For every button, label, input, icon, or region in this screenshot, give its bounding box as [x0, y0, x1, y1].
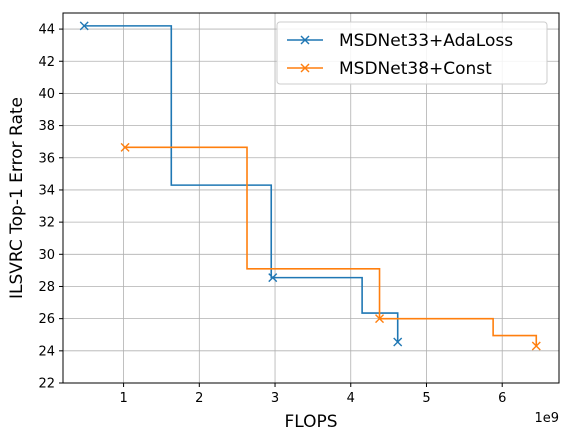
y-tick-label: 32: [38, 216, 55, 231]
data-point-marker: [79, 21, 89, 31]
y-tick-label: 40: [38, 87, 55, 102]
x-tick-label: 3: [271, 391, 279, 406]
legend-label: MSDNet33+AdaLoss: [339, 31, 513, 51]
data-point-marker: [375, 314, 385, 324]
series-line-2: [125, 146, 538, 346]
y-tick-label: 22: [38, 377, 55, 392]
y-axis: 22 24 26 28 30 32 34 36 38 40 42 44: [38, 23, 63, 392]
y-axis-label: ILSVRC Top-1 Error Rate: [7, 97, 27, 299]
x-axis: 1 2 3 4 5 6: [119, 383, 506, 406]
y-tick-label: 26: [38, 312, 55, 327]
x-tick-label: 4: [347, 391, 355, 406]
y-tick-label: 42: [38, 55, 55, 70]
legend: MSDNet33+AdaLoss MSDNet38+Const: [276, 21, 548, 85]
series-layer: [79, 21, 541, 351]
x-tick-label: 5: [422, 391, 430, 406]
plot-frame: [62, 12, 560, 384]
x-tick-label: 2: [195, 391, 203, 406]
x-tick-label: 6: [498, 391, 506, 406]
legend-item: MSDNet33+AdaLoss: [287, 31, 513, 51]
data-point-marker: [268, 273, 278, 283]
y-tick-label: 34: [38, 183, 55, 198]
x-axis-offset-text: 1e9: [534, 411, 559, 426]
y-tick-label: 24: [38, 344, 55, 359]
y-tick-label: 44: [38, 23, 55, 38]
data-point-marker: [531, 341, 541, 351]
y-tick-label: 36: [38, 151, 55, 166]
legend-label: MSDNet38+Const: [339, 59, 492, 79]
data-point-marker: [393, 337, 403, 347]
y-tick-label: 30: [38, 248, 55, 263]
legend-item: MSDNet38+Const: [287, 59, 492, 79]
data-point-marker: [120, 142, 130, 152]
legend-box: [276, 21, 548, 85]
x-axis-label: FLOPS: [284, 412, 337, 432]
x-tick-label: 1: [119, 391, 127, 406]
series-line-1: [84, 25, 399, 342]
y-tick-label: 38: [38, 119, 55, 134]
y-tick-label: 28: [38, 280, 55, 295]
